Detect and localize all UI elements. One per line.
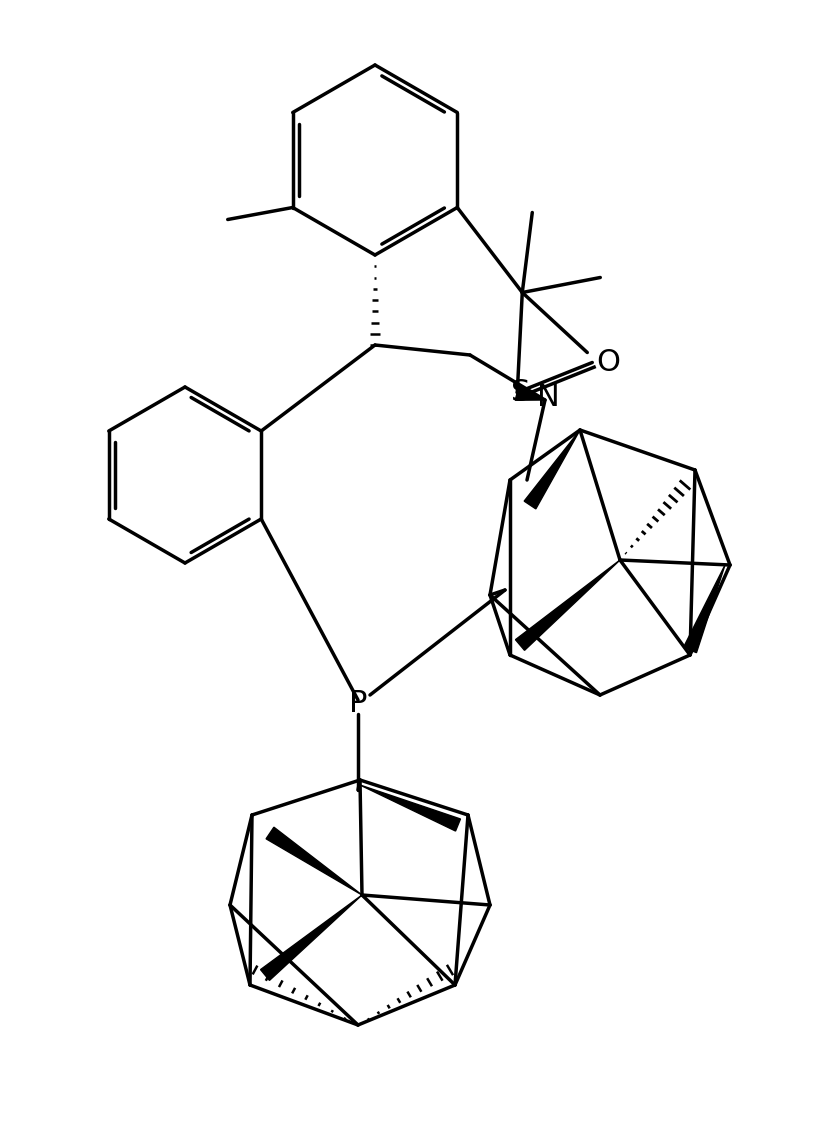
Text: P: P xyxy=(349,688,367,718)
Polygon shape xyxy=(524,431,580,509)
Polygon shape xyxy=(360,785,460,831)
Text: S: S xyxy=(511,378,530,407)
Polygon shape xyxy=(516,560,620,650)
Text: N: N xyxy=(537,383,559,411)
Polygon shape xyxy=(684,565,725,653)
Polygon shape xyxy=(266,827,362,895)
Polygon shape xyxy=(515,385,545,400)
Text: O: O xyxy=(596,349,620,377)
Polygon shape xyxy=(260,895,362,981)
